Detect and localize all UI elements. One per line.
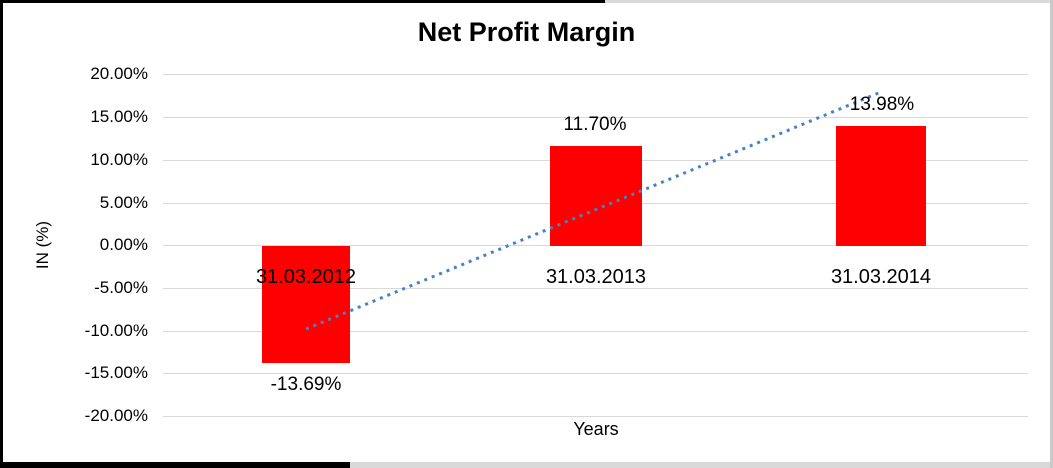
category-label-2013: 31.03.2013 bbox=[545, 266, 647, 288]
y-tick-label: -20.00% bbox=[84, 406, 148, 425]
x-axis-title: Years bbox=[573, 419, 619, 439]
gridline-neg20 bbox=[163, 416, 1028, 417]
frame-border-right bbox=[1050, 0, 1053, 468]
y-tick-label: -5.00% bbox=[94, 278, 148, 297]
frame-border-top bbox=[0, 0, 1053, 3]
gridline-neg15 bbox=[163, 373, 1028, 374]
bar-2014 bbox=[836, 126, 926, 246]
frame-border-bottom bbox=[0, 462, 1053, 468]
y-tick-label: 20.00% bbox=[90, 64, 148, 83]
y-tick-label: 0.00% bbox=[99, 235, 148, 254]
y-axis-title: IN (%) bbox=[33, 220, 52, 270]
value-label-2014: 13.98% bbox=[849, 94, 915, 115]
y-tick-label: -15.00% bbox=[84, 363, 148, 382]
chart-title: Net Profit Margin bbox=[417, 17, 636, 47]
value-label-2013: 11.70% bbox=[563, 114, 627, 135]
y-tick-label: 15.00% bbox=[90, 107, 148, 126]
bar-2013 bbox=[550, 146, 642, 246]
category-label-2012: 31.03.2012 bbox=[255, 266, 357, 288]
frame-border-left bbox=[0, 0, 3, 468]
gridline-neg10 bbox=[163, 331, 1028, 332]
y-tick-label: 10.00% bbox=[90, 150, 148, 169]
gridline-20 bbox=[163, 74, 1028, 75]
y-tick-label: 5.00% bbox=[99, 193, 148, 212]
value-label-2012: -13.69% bbox=[270, 374, 342, 395]
category-label-2014: 31.03.2014 bbox=[830, 266, 932, 288]
bar-2012 bbox=[262, 246, 350, 363]
y-tick-label: -10.00% bbox=[84, 321, 148, 340]
